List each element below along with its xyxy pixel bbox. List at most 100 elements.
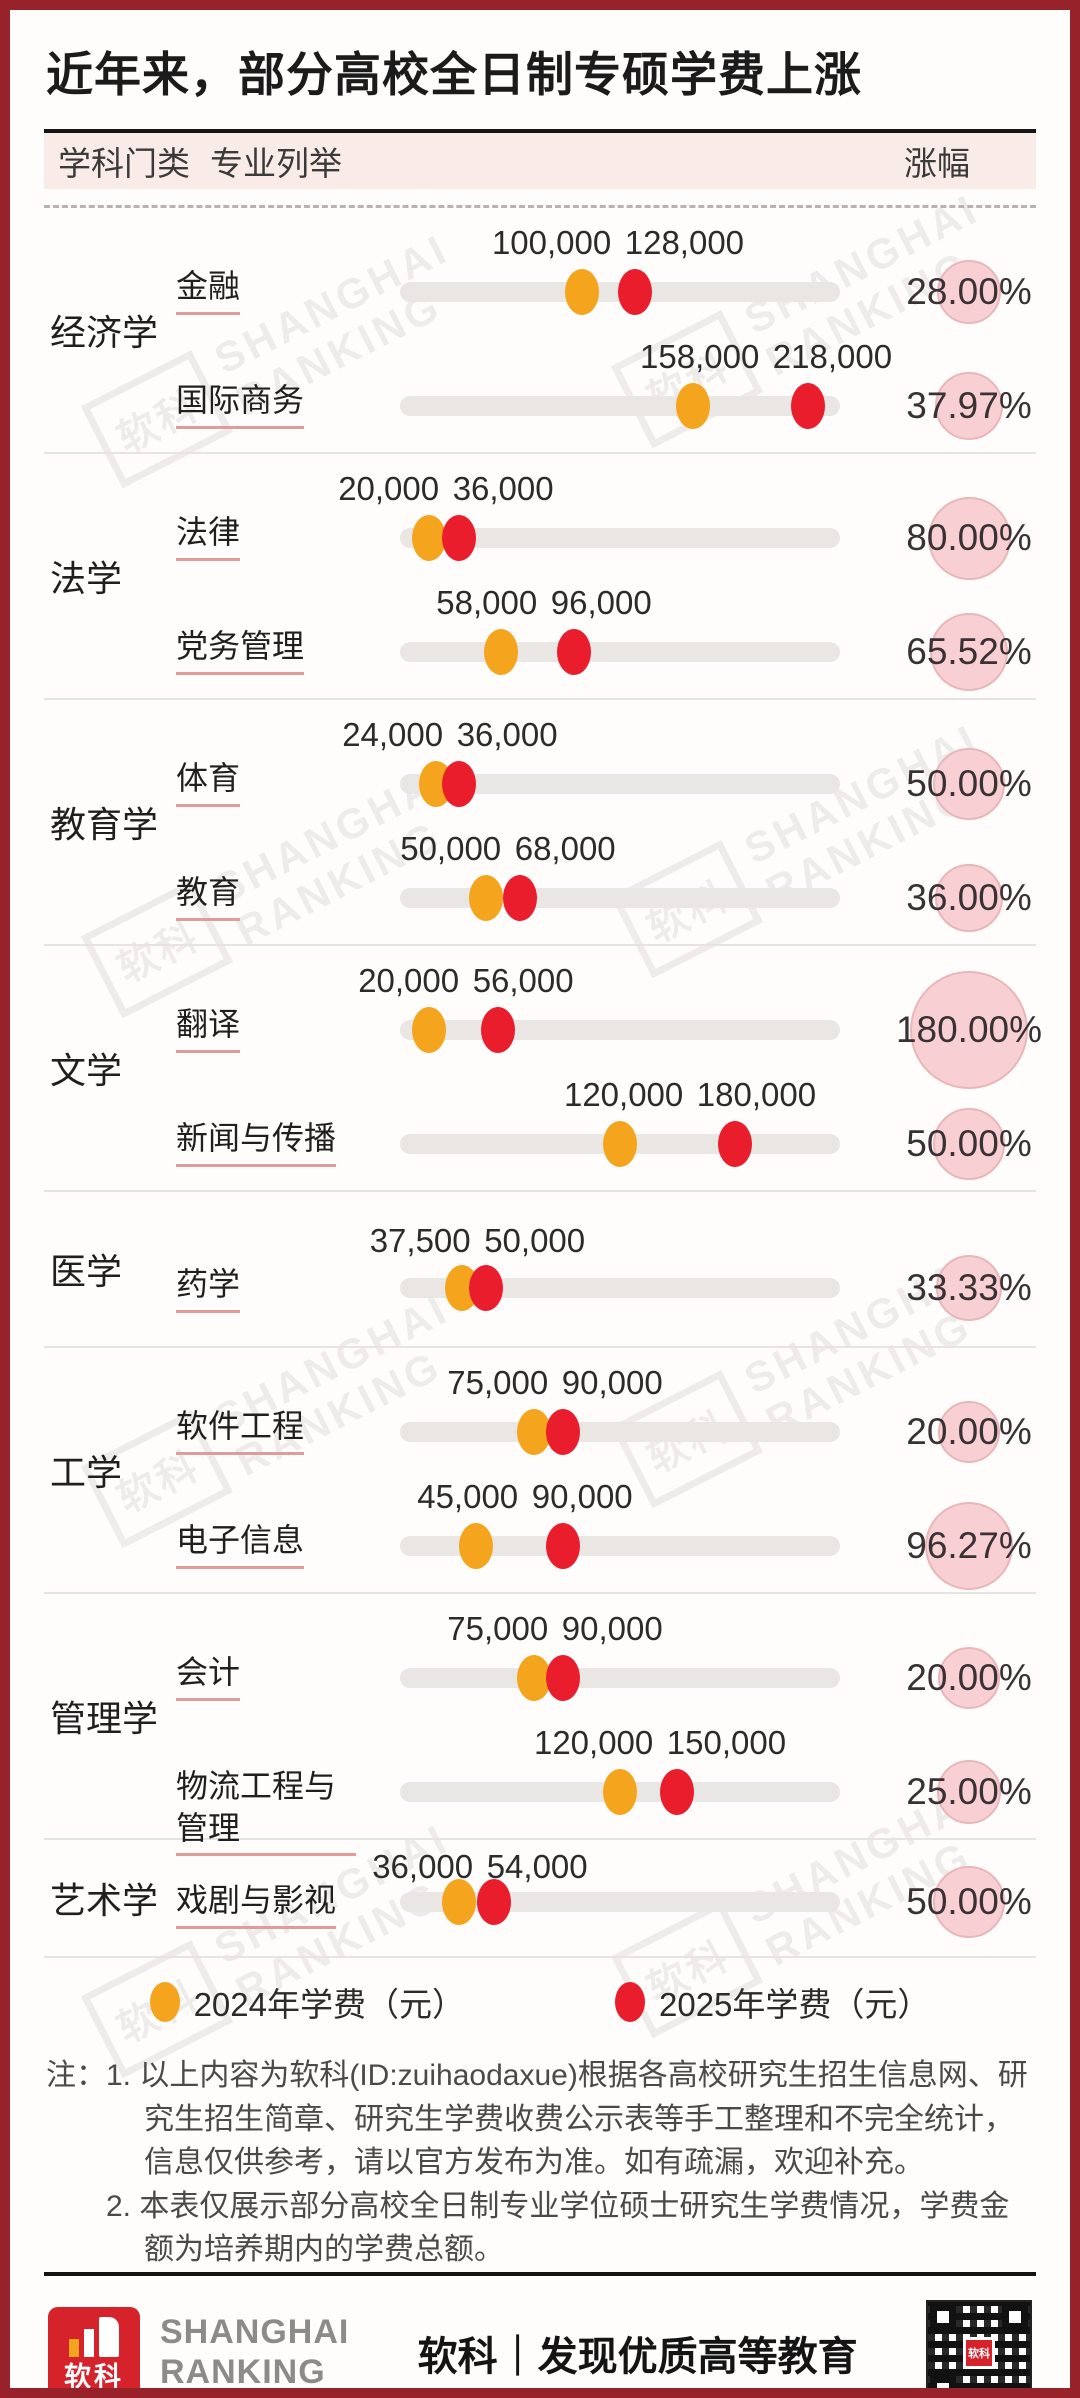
fee-2025-value: 36,000: [456, 716, 558, 753]
major-label: 教育: [176, 872, 241, 921]
increase-bubble: [935, 1254, 1003, 1322]
category-label: 文学: [50, 1050, 123, 1091]
fee-track: [400, 761, 840, 807]
major-label: 金融: [176, 266, 241, 315]
increase-cell: 20.00%: [846, 1640, 1036, 1716]
major-row: 戏剧与影视 36,000 54,000 50.00%: [176, 1848, 1036, 1948]
major-row: 金融 100,000 128,000 28.00%: [176, 216, 1036, 330]
fee-2025-dot: [545, 1655, 580, 1701]
major-row: 翻译 20,000 56,000 180.00%: [176, 954, 1042, 1089]
increase-bubble: [930, 613, 1008, 691]
discipline-group: 教育学 体育 24,000 36,000 50.00% 教育 50,000 68…: [44, 700, 1036, 946]
fee-slider: 158,000 218,000: [388, 330, 892, 444]
increase-value: 50.00%: [906, 763, 1032, 804]
legend-item-2025: 2025年学费（元）: [615, 1978, 930, 2026]
increase-bubble: [927, 496, 1011, 580]
increase-value: 50.00%: [906, 1123, 1032, 1164]
major-row: 党务管理 58,000 96,000 65.52%: [176, 576, 1036, 691]
fee-2025-dot: [557, 629, 592, 675]
fee-track: [400, 1523, 840, 1569]
group-rows: 翻译 20,000 56,000 180.00% 新闻与传播 120,000 1…: [176, 954, 1042, 1182]
major-row: 物流工程与管理 120,000 150,000 25.00%: [176, 1716, 1036, 1857]
increase-bubble: [932, 1107, 1006, 1181]
major-row: 国际商务 158,000 218,000 37.97%: [176, 330, 1036, 444]
footnotes-prefix: 注：: [46, 2059, 106, 2092]
major-row: 法律 20,000 36,000 80.00%: [176, 462, 1036, 580]
fee-2025-value: 50,000: [484, 1222, 586, 1259]
legend-item-2024: 2024年学费（元）: [149, 1978, 465, 2026]
fee-slider: 75,000 90,000: [388, 1356, 846, 1470]
major-row: 软件工程 75,000 90,000 20.00%: [176, 1356, 1036, 1470]
major-row: 药学 37,500 50,000 33.33%: [176, 1200, 1036, 1338]
discipline-group: 艺术学 戏剧与影视 36,000 54,000 50.00%: [44, 1840, 1036, 1958]
fee-2025-dot: [442, 761, 477, 807]
major-label: 党务管理: [176, 626, 305, 675]
fee-slider: 120,000 180,000: [388, 1068, 846, 1182]
major-label: 软件工程: [176, 1406, 305, 1455]
brand-line1: SHANGHAI: [160, 2313, 350, 2352]
category-label: 法学: [50, 558, 123, 599]
fee-2025-value: 54,000: [486, 1848, 588, 1885]
increase-cell: 50.00%: [846, 1106, 1036, 1182]
fee-2025-value: 180,000: [696, 1076, 817, 1113]
fee-slider: 58,000 96,000: [388, 576, 846, 690]
major-row: 体育 24,000 36,000 50.00%: [176, 708, 1036, 822]
note-item: 1. 以上内容为软科(ID:zuihaodaxue)根据各高校研究生招生信息网、…: [106, 2059, 1028, 2179]
increase-bubble: [909, 971, 1028, 1089]
major-label-wrap: 会计: [176, 1652, 388, 1701]
fee-2024-value: 120,000: [533, 1724, 654, 1761]
qr-code: 软科: [926, 2299, 1032, 2388]
fee-2024-dot: [459, 1523, 494, 1569]
fee-2025-dot: [503, 875, 538, 921]
increase-bubble: [932, 747, 1006, 821]
major-row: 教育 50,000 68,000 36.00%: [176, 822, 1036, 936]
fee-2025-value: 90,000: [561, 1610, 663, 1647]
fee-2024-dot: [516, 1655, 551, 1701]
fee-track: [400, 1879, 840, 1925]
fee-2025-value: 218,000: [772, 338, 893, 375]
category-label: 工学: [50, 1452, 123, 1493]
increase-bubble: [938, 1647, 1000, 1709]
group-rows: 会计 75,000 90,000 20.00% 物流工程与管理 120,000 …: [176, 1602, 1036, 1857]
increase-value: 25.00%: [906, 1771, 1032, 1812]
increase-cell: 33.33%: [846, 1238, 1036, 1338]
increase-value: 20.00%: [906, 1657, 1032, 1698]
fee-track: [400, 1769, 840, 1815]
increase-bubble: [924, 1501, 1014, 1591]
fee-2025-value: 36,000: [452, 470, 554, 507]
fee-2025-dot: [660, 1769, 695, 1815]
increase-cell: 37.97%: [846, 368, 1036, 444]
category-label: 经济学: [50, 312, 159, 353]
fee-2024-dot: [516, 1409, 551, 1455]
increase-value: 180.00%: [895, 1009, 1043, 1050]
fee-2025-dot: [717, 1121, 752, 1167]
fee-2024-value: 45,000: [417, 1478, 519, 1515]
increase-cell: 65.52%: [846, 613, 1036, 691]
major-label: 戏剧与影视: [176, 1880, 337, 1929]
fee-2024-value: 120,000: [563, 1076, 684, 1113]
title-divider: [44, 129, 1036, 133]
fee-2024-value: 24,000: [342, 716, 444, 753]
fee-2024-value: 20,000: [358, 962, 460, 999]
legend-2024-dot-icon: [149, 1982, 180, 2022]
fee-2024-value: 36,000: [372, 1848, 474, 1885]
discipline-group: 经济学 金融 100,000 128,000 28.00% 国际商务 158,0…: [44, 208, 1036, 454]
fee-slider: 37,500 50,000: [370, 1200, 846, 1338]
discipline-group: 法学 法律 20,000 36,000 80.00% 党务管理 58,000 9…: [44, 454, 1036, 700]
group-rows: 软件工程 75,000 90,000 20.00% 电子信息 45,000 90…: [176, 1356, 1036, 1591]
header-increase: 涨幅: [904, 145, 970, 182]
major-label-wrap: 体育: [176, 758, 388, 807]
increase-value: 37.97%: [906, 385, 1032, 426]
fee-2025-value: 96,000: [550, 584, 652, 621]
fee-2024-dot: [411, 515, 446, 561]
major-label-wrap: 电子信息: [176, 1520, 388, 1569]
fee-slider: 50,000 68,000: [388, 822, 846, 936]
increase-value: 28.00%: [906, 271, 1032, 312]
fee-track: [400, 1007, 840, 1053]
page-title: 近年来，部分高校全日制专硕学费上涨: [46, 48, 862, 101]
increase-bubble: [936, 259, 1002, 325]
increase-cell: 28.00%: [846, 254, 1036, 330]
footer-tagline: 软科｜发现优质高等教育: [417, 2334, 858, 2379]
brand-name: SHANGHAI RANKING: [160, 2313, 350, 2388]
discipline-group: 工学 软件工程 75,000 90,000 20.00% 电子信息 45,000: [44, 1348, 1036, 1594]
